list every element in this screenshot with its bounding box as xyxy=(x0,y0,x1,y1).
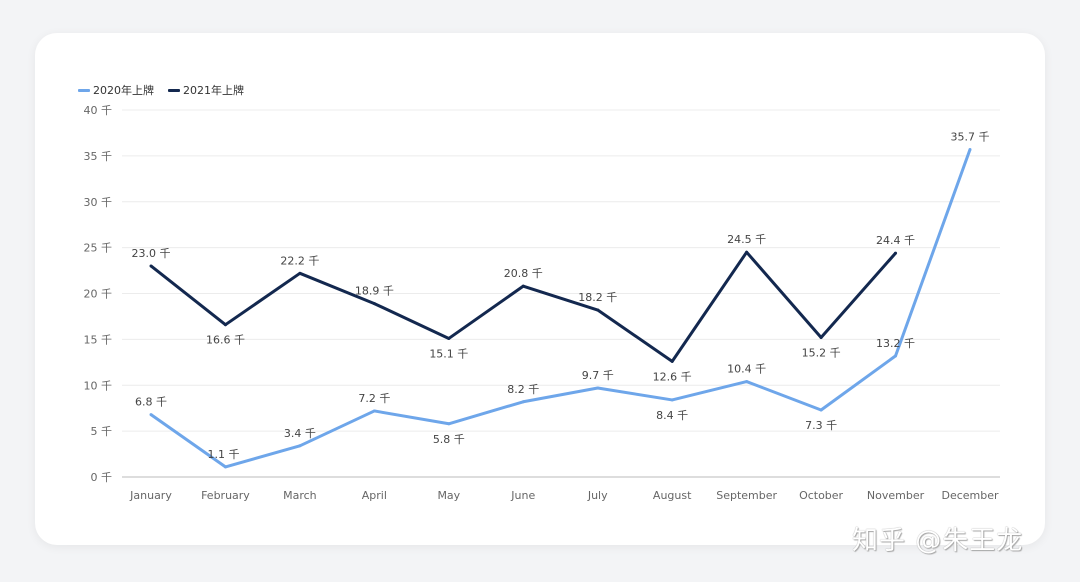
data-point xyxy=(745,250,749,254)
data-point xyxy=(372,409,376,413)
data-label: 13.2 千 xyxy=(876,337,915,350)
legend: 2020年上牌 2021年上牌 xyxy=(78,82,244,98)
data-label: 16.6 千 xyxy=(206,334,245,347)
data-point xyxy=(819,336,823,340)
data-label: 8.2 千 xyxy=(507,383,539,396)
data-label: 18.9 千 xyxy=(355,285,394,298)
series-line-2020年上牌 xyxy=(150,148,972,469)
data-label: 35.7 千 xyxy=(951,130,990,143)
x-tick-label: July xyxy=(587,489,608,502)
data-label: 12.6 千 xyxy=(653,370,692,383)
data-point xyxy=(819,408,823,412)
data-label: 18.2 千 xyxy=(578,291,617,304)
data-point xyxy=(223,323,227,327)
x-tick-label: December xyxy=(941,489,999,502)
x-tick-label: June xyxy=(510,489,535,502)
chart-card xyxy=(35,33,1045,545)
data-point xyxy=(894,251,898,255)
legend-item-2020[interactable]: 2020年上牌 xyxy=(78,82,154,98)
data-point xyxy=(149,264,153,268)
x-tick-label: April xyxy=(362,489,387,502)
watermark: 知乎 @朱王龙 xyxy=(852,526,1024,556)
x-tick-label: May xyxy=(437,489,460,502)
legend-item-2021[interactable]: 2021年上牌 xyxy=(168,82,244,98)
data-point xyxy=(596,386,600,390)
y-tick-label: 10 千 xyxy=(84,379,113,392)
x-tick-label: November xyxy=(867,489,925,502)
data-label: 9.7 千 xyxy=(582,369,614,382)
data-label: 24.4 千 xyxy=(876,234,915,247)
data-point xyxy=(670,359,674,363)
legend-swatch-2020 xyxy=(78,88,90,92)
y-tick-label: 0 千 xyxy=(91,471,113,484)
data-label: 23.0 千 xyxy=(132,247,171,260)
data-label: 1.1 千 xyxy=(207,448,239,461)
data-point xyxy=(968,147,972,151)
data-point xyxy=(894,354,898,358)
legend-label-2021: 2021年上牌 xyxy=(183,84,244,97)
data-point xyxy=(372,302,376,306)
data-point xyxy=(521,400,525,404)
data-point xyxy=(596,308,600,312)
data-label: 3.4 千 xyxy=(284,427,316,440)
y-tick-label: 40 千 xyxy=(84,104,113,117)
y-tick-label: 20 千 xyxy=(84,288,113,301)
data-point xyxy=(670,398,674,402)
x-tick-label: September xyxy=(716,489,777,502)
legend-swatch-2021 xyxy=(168,88,180,92)
data-label: 15.2 千 xyxy=(802,347,841,360)
data-label: 5.8 千 xyxy=(433,433,465,446)
data-label: 15.1 千 xyxy=(429,347,468,360)
data-point xyxy=(298,271,302,275)
data-point xyxy=(447,422,451,426)
x-tick-label: January xyxy=(129,489,172,502)
data-label: 6.8 千 xyxy=(135,396,167,409)
x-tick-label: February xyxy=(201,489,250,502)
data-label: 7.3 千 xyxy=(805,419,837,432)
data-label: 24.5 千 xyxy=(727,233,766,246)
x-tick-label: March xyxy=(283,489,317,502)
x-tick-label: October xyxy=(799,489,843,502)
y-tick-label: 5 千 xyxy=(91,425,113,438)
data-label: 22.2 千 xyxy=(280,254,319,267)
data-label: 10.4 千 xyxy=(727,363,766,376)
data-point xyxy=(745,380,749,384)
y-tick-label: 30 千 xyxy=(84,196,113,209)
x-tick-label: August xyxy=(653,489,692,502)
y-tick-label: 15 千 xyxy=(84,333,113,346)
data-label: 20.8 千 xyxy=(504,267,543,280)
legend-label-2020: 2020年上牌 xyxy=(93,84,154,97)
data-label: 7.2 千 xyxy=(358,392,390,405)
y-tick-label: 35 千 xyxy=(84,150,113,163)
y-tick-label: 25 千 xyxy=(84,242,113,255)
data-point xyxy=(149,413,153,417)
data-label: 8.4 千 xyxy=(656,409,688,422)
data-point xyxy=(298,444,302,448)
data-point xyxy=(447,336,451,340)
data-point xyxy=(521,284,525,288)
data-point xyxy=(223,465,227,469)
